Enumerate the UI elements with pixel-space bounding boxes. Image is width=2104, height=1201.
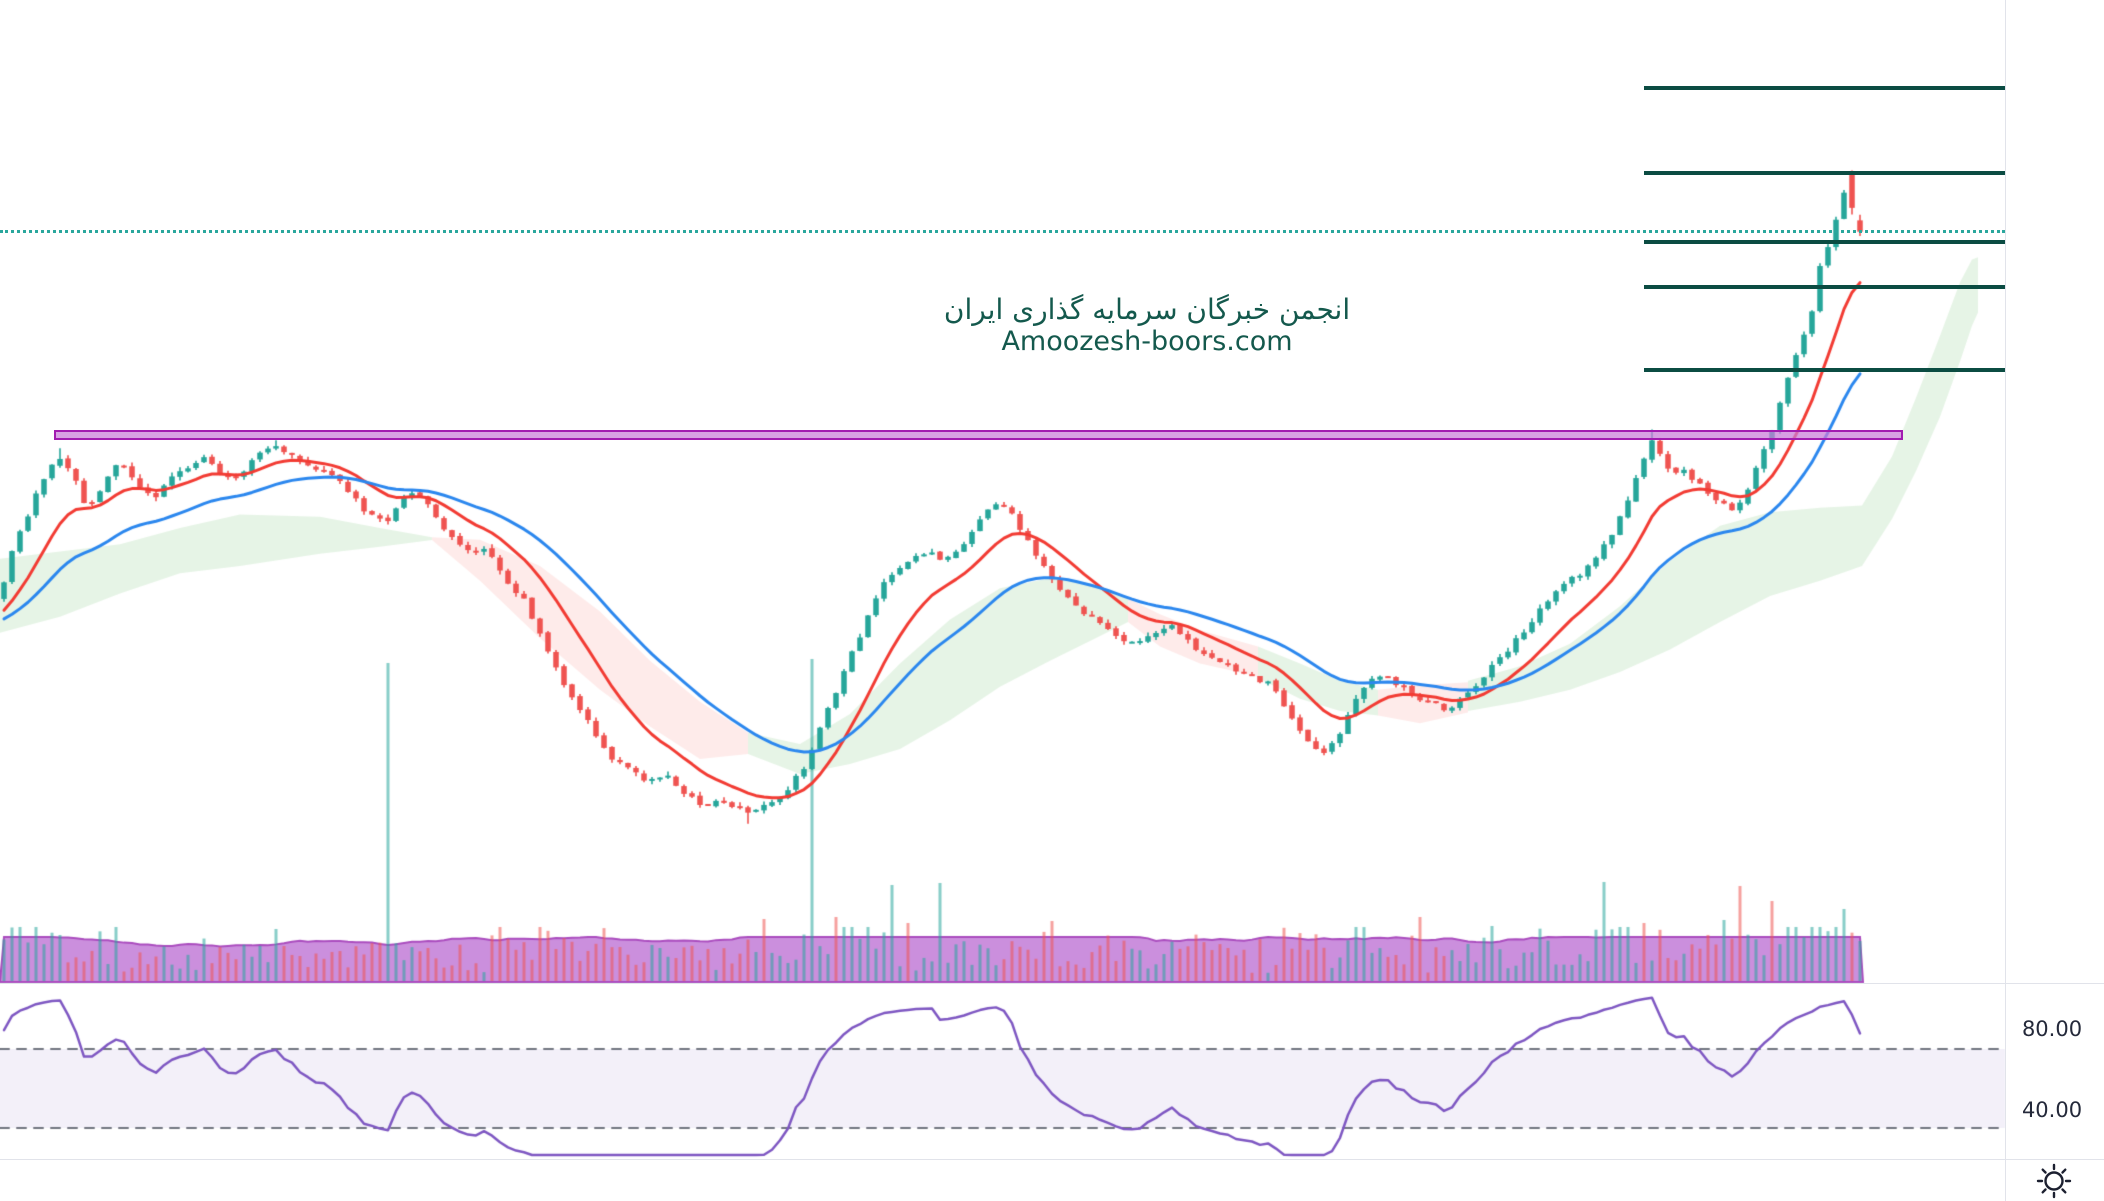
time-axis[interactable]: مردادمهر1400اسفندخردادشهریورآبان1401فرور… (0, 1160, 2104, 1201)
resistance-line-48000[interactable] (1644, 171, 2005, 176)
current-price-line[interactable] (0, 230, 2005, 234)
rsi-upper-label: 80.00 (2021, 1017, 2083, 1041)
resistance-line-40000[interactable] (1644, 285, 2005, 289)
price-axis[interactable]: 6000052000470003700033000290002600023000… (2005, 0, 2104, 1159)
supply-zone-band[interactable] (54, 430, 1903, 441)
sun-icon[interactable] (2031, 1161, 2077, 1201)
rsi-lower-label: 40.00 (2021, 1098, 2083, 1122)
resistance-line-35000[interactable] (1644, 368, 2005, 373)
resistance-line-43000[interactable] (1644, 239, 2005, 244)
pane-separator-rsi-timeaxis (0, 1159, 2104, 1160)
pane-separator-price-rsi[interactable] (0, 983, 2104, 984)
resistance-line-55000[interactable] (1644, 85, 2005, 90)
price-axis-separator (2005, 0, 2006, 1201)
